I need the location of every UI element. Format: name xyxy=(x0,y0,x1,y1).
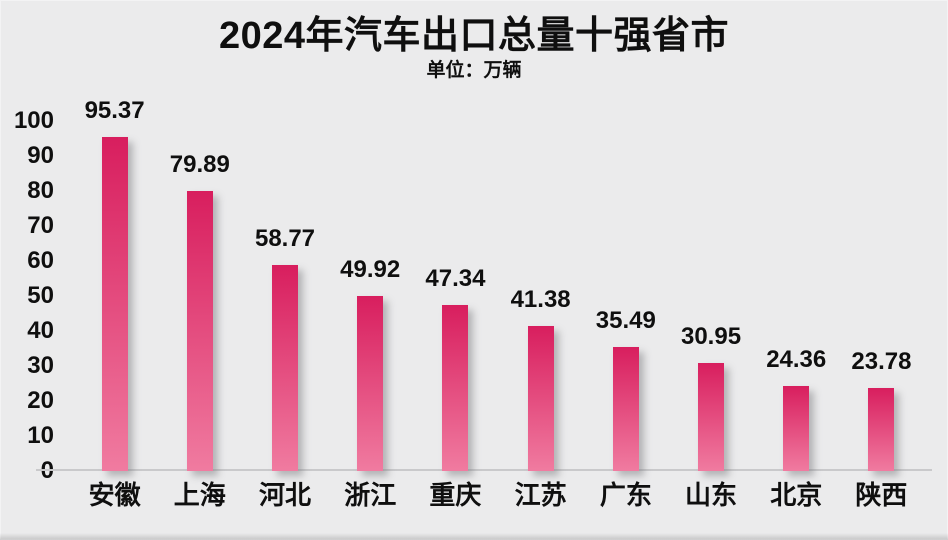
bar-group: 24.36 北京 xyxy=(754,0,839,540)
bar-group: 35.49 广东 xyxy=(583,0,668,540)
bar xyxy=(357,296,384,471)
y-axis-tick-label: 60 xyxy=(27,247,54,274)
category-label: 北京 xyxy=(770,480,823,510)
bar xyxy=(868,387,895,471)
bar-group: 30.95 山东 xyxy=(668,0,753,540)
category-label: 河北 xyxy=(259,480,312,510)
y-axis-tick-label: 70 xyxy=(27,212,54,239)
category-label: 山东 xyxy=(685,480,738,510)
y-axis-tick-label: 90 xyxy=(27,142,54,169)
bar-group: 47.34 重庆 xyxy=(413,0,498,540)
category-label: 广东 xyxy=(599,480,652,510)
bar-value-label: 30.95 xyxy=(680,322,742,350)
plot-area: 95.37 安徽 79.89 上海 58.77 河北 49.92 浙江 47.34 重庆 41.38… xyxy=(72,0,924,540)
y-axis-tick-label: 0 xyxy=(0,457,54,485)
bar-group: 79.89 上海 xyxy=(157,0,242,540)
bar-group: 23.78 陕西 xyxy=(839,0,924,540)
bar-group: 95.37 安徽 xyxy=(72,0,157,540)
chart-title: 2024年汽车出口总量十强省市 xyxy=(218,15,730,57)
bar-group: 41.38 江苏 xyxy=(498,0,583,540)
bar xyxy=(698,362,725,471)
y-axis-tick-label: 30 xyxy=(27,352,54,379)
category-label: 重庆 xyxy=(429,480,482,510)
bar-group: 58.77 河北 xyxy=(242,0,327,540)
bar-value-label: 95.37 xyxy=(84,97,145,125)
y-axis-tick-label: 50 xyxy=(27,282,54,309)
y-axis: 0 10 20 30 40 50 60 70 80 90 100 xyxy=(0,0,58,540)
bar-value-label: 41.38 xyxy=(510,286,571,314)
bar-value-label: 47.34 xyxy=(425,265,486,293)
y-axis-tick-label: 80 xyxy=(27,177,54,204)
bar-value-label: 79.89 xyxy=(169,151,230,179)
bar xyxy=(783,385,810,471)
y-axis-tick-label: 100 xyxy=(13,107,54,134)
bar xyxy=(442,305,469,471)
bar-value-label: 24.36 xyxy=(766,345,827,373)
bar-value-label: 58.77 xyxy=(254,225,316,253)
bar-value-label: 23.78 xyxy=(851,347,912,375)
y-axis-tick-label: 10 xyxy=(27,422,54,449)
bar-value-label: 49.92 xyxy=(340,256,401,284)
y-axis-tick-label: 40 xyxy=(27,317,54,344)
category-label: 江苏 xyxy=(514,480,567,510)
category-label: 浙江 xyxy=(344,480,397,510)
bar xyxy=(272,265,298,471)
bar xyxy=(101,137,128,471)
y-axis-tick-label: 20 xyxy=(27,387,54,414)
bar xyxy=(527,326,554,471)
bar-value-label: 35.49 xyxy=(595,306,656,334)
chart-unit-label: 单位：万辆 xyxy=(426,60,522,81)
category-label: 上海 xyxy=(173,480,226,510)
bar xyxy=(612,346,639,471)
category-label: 陕西 xyxy=(855,480,908,510)
bar xyxy=(186,191,213,471)
x-axis-line xyxy=(36,469,932,471)
bar-group: 49.92 浙江 xyxy=(328,0,413,540)
category-label: 安徽 xyxy=(88,480,141,510)
